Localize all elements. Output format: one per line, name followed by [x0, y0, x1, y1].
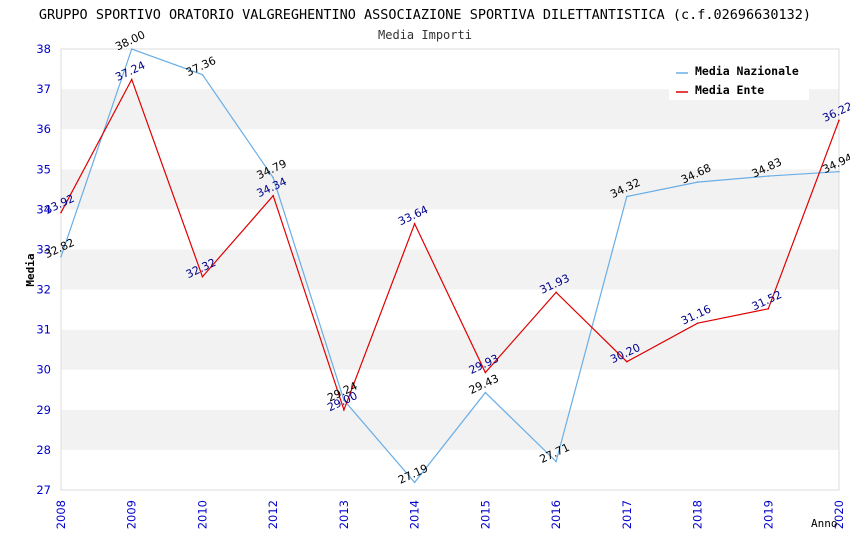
x-tick-label: 2017: [620, 500, 634, 529]
data-point: [484, 391, 487, 394]
legend: Media Nazionale Media Ente: [669, 60, 809, 100]
y-tick-label: 34: [36, 202, 51, 216]
series-lines: [60, 48, 840, 484]
data-point: [343, 399, 345, 401]
data-point: [484, 371, 487, 374]
data-point: [767, 307, 770, 310]
grid-band: [61, 329, 839, 370]
plot-area: [60, 48, 840, 491]
data-point: [838, 170, 840, 173]
data-point: [272, 194, 274, 197]
y-tick-label: 30: [36, 363, 51, 377]
x-tick-label: 2009: [125, 500, 139, 529]
data-point: [60, 211, 62, 214]
y-tick-label: 38: [36, 42, 51, 56]
x-axis-label: Anno: [811, 517, 838, 530]
x-tick-label: 2008: [54, 500, 68, 529]
y-tick-label: 29: [36, 403, 51, 417]
y-axis-label: Media: [24, 253, 37, 286]
grid-band: [61, 209, 839, 250]
y-tick-label: 35: [36, 162, 51, 176]
data-point: [696, 181, 699, 183]
x-tick-label: 2016: [549, 500, 563, 529]
x-tick-label: 2014: [408, 500, 422, 529]
data-point: [130, 48, 133, 50]
x-tick-label: 2020: [832, 500, 846, 529]
series-line-media-ente: [60, 77, 840, 412]
x-tick-label: 2013: [337, 500, 351, 529]
data-point: [201, 73, 204, 76]
y-axis-ticks: 27 28 29 30 31 32 33 34 35 36 37 38: [36, 42, 51, 497]
data-point: [626, 195, 628, 198]
grid-band: [61, 409, 839, 450]
data-point: [767, 175, 770, 177]
y-tick-label: 33: [36, 242, 51, 256]
y-tick-label: 37: [36, 82, 51, 96]
chart-subtitle: Media Importi: [378, 28, 472, 42]
data-point: [626, 360, 628, 363]
data-point: [413, 481, 416, 484]
data-point: [413, 222, 416, 225]
legend-label-media-nazionale: Media Nazionale: [695, 64, 799, 78]
grid-band: [61, 289, 839, 330]
x-axis-ticks: 2008 2009 2010 2012 2013 2014 2015 2016 2017 2018…: [54, 500, 846, 529]
y-tick-label: 27: [36, 483, 51, 497]
data-point: [201, 275, 204, 278]
grid-band: [61, 369, 839, 410]
chart-title: GRUPPO SPORTIVO ORATORIO VALGREGHENTINO …: [39, 7, 811, 23]
data-point: [555, 460, 557, 463]
x-tick-label: 2019: [761, 500, 775, 529]
y-tick-label: 36: [36, 122, 51, 136]
grid-band: [61, 169, 839, 210]
data-point: [696, 322, 699, 325]
grid-band: [61, 449, 839, 490]
plot-frame: [60, 48, 840, 491]
data-point: [343, 409, 345, 411]
grid-band: [61, 129, 839, 170]
data-point: [838, 119, 840, 122]
legend-box: [669, 60, 809, 100]
data-point: [555, 291, 557, 294]
grid-bands: [61, 49, 839, 490]
x-tick-label: 2012: [266, 500, 280, 529]
x-tick-label: 2010: [195, 500, 209, 529]
x-tick-label: 2018: [691, 500, 705, 529]
y-tick-label: 32: [36, 283, 51, 297]
grid-band: [61, 249, 839, 290]
y-tick-label: 28: [36, 443, 51, 457]
y-tick-label: 31: [36, 323, 51, 337]
legend-label-media-ente: Media Ente: [695, 83, 764, 97]
data-point: [60, 255, 62, 258]
data-point: [272, 176, 274, 179]
x-tick-label: 2015: [478, 500, 492, 529]
data-point: [130, 78, 133, 81]
series-line-media-nazionale: [60, 48, 840, 484]
